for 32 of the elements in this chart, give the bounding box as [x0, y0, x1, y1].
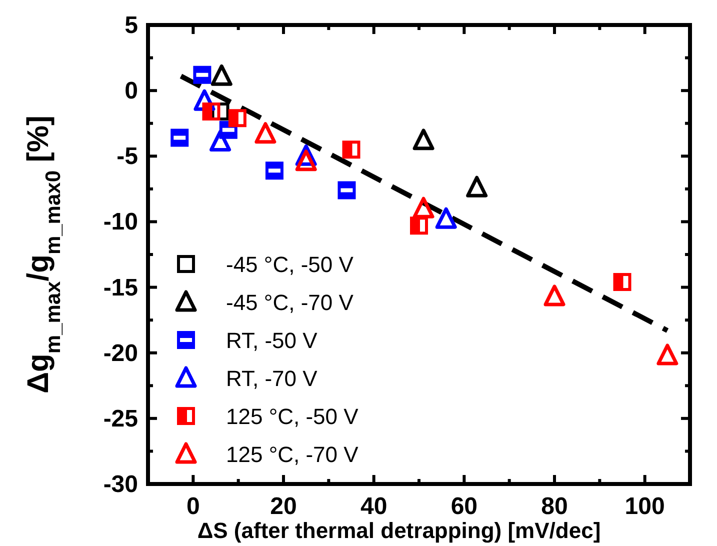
point	[435, 207, 457, 229]
legend-label: RT, -50 V	[226, 328, 318, 353]
point	[412, 196, 434, 218]
legend-label: -45 °C, -70 V	[226, 290, 354, 315]
x-tick-label: 60	[450, 493, 478, 520]
x-axis-title: ΔS (after thermal detrapping) [mV/dec]	[197, 518, 601, 543]
point	[412, 128, 434, 150]
point	[656, 344, 678, 366]
y-tick-label: 5	[124, 12, 138, 39]
x-tick-label: 20	[270, 493, 297, 520]
y-tick-label: -20	[103, 340, 138, 367]
y-tick-label: -5	[116, 143, 138, 170]
legend-label: RT, -70 V	[226, 366, 318, 391]
point	[295, 150, 317, 172]
point	[466, 176, 488, 198]
y-tick-label: 0	[124, 78, 138, 105]
point	[210, 130, 232, 152]
x-tick-label: 100	[624, 493, 665, 520]
point	[210, 64, 232, 86]
x-tick-label: 80	[541, 493, 568, 520]
y-tick-label: -10	[103, 208, 138, 236]
y-tick-label: -25	[103, 405, 138, 432]
x-tick-label: 40	[360, 493, 388, 520]
legend-label: 125 °C, -70 V	[226, 442, 359, 467]
point	[194, 89, 216, 111]
y-tick-label: -15	[103, 274, 138, 302]
point	[544, 284, 566, 306]
point	[254, 122, 276, 144]
legend-label: 125 °C, -50 V	[226, 404, 359, 429]
legend-label: -45 °C, -50 V	[226, 252, 354, 277]
y-tick-label: -30	[103, 471, 138, 498]
x-tick-label: 0	[186, 493, 200, 520]
